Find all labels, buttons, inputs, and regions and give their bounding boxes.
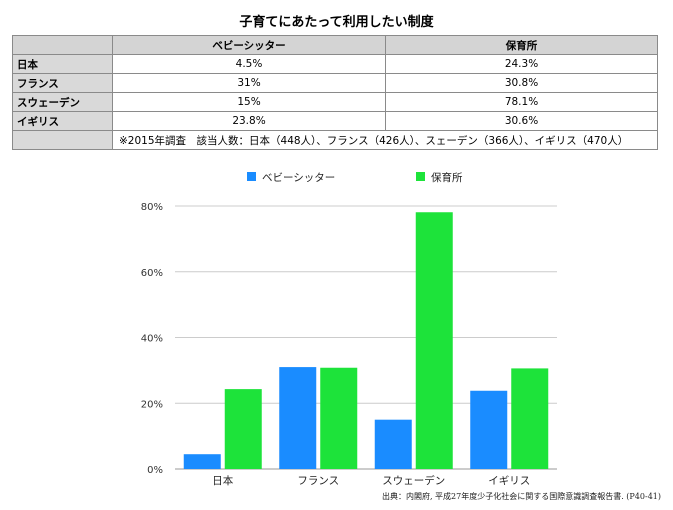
table-header-cell: ベビーシッター: [112, 35, 386, 55]
page-title: 子育てにあたって利用したい制度: [239, 15, 434, 30]
row-label: フランス: [12, 73, 113, 93]
table-cell: 31%: [112, 73, 386, 93]
table-cell: 78.1%: [385, 92, 658, 112]
y-tick-label: 80%: [141, 202, 163, 213]
table-row: スウェーデン 15% 78.1%: [12, 92, 658, 112]
row-label: 日本: [12, 54, 113, 74]
table-row: 日本 4.5% 24.3%: [12, 54, 658, 74]
y-tick-label: 0%: [147, 465, 163, 476]
data-table: ベビーシッター 保育所 日本 4.5% 24.3% フランス 31% 30.8%…: [12, 35, 658, 150]
x-tick-label: イギリス: [488, 475, 530, 487]
table-header-row: ベビーシッター 保育所: [12, 35, 658, 55]
y-tick-label: 60%: [141, 268, 163, 279]
row-label: イギリス: [12, 111, 113, 131]
bar: [415, 212, 453, 469]
legend-label: ベビーシッター: [262, 172, 335, 184]
bar-chart: 0% 20% 40% 60% 80% 日本 フランス スウェーデン イギリス ベビーシッター 保育所: [141, 171, 557, 487]
table-row: イギリス 23.8% 30.6%: [12, 111, 658, 131]
bar: [511, 368, 549, 469]
y-tick-label: 40%: [141, 334, 163, 345]
bar: [279, 367, 317, 469]
table-cell: 23.8%: [112, 111, 386, 131]
bar: [374, 419, 412, 469]
legend-swatch: [247, 172, 256, 181]
x-tick-label: スウェーデン: [382, 474, 445, 487]
x-tick-label: フランス: [297, 475, 339, 487]
legend-swatch: [416, 172, 425, 181]
bar: [470, 390, 508, 469]
note-label-blank: [12, 130, 113, 150]
bar: [183, 454, 221, 469]
row-label: スウェーデン: [12, 92, 113, 112]
x-tick-label: 日本: [212, 474, 233, 487]
bar: [224, 389, 262, 469]
table-cell: 30.8%: [385, 73, 658, 93]
table-note-row: ※2015年調査 該当人数：日本（448人）、フランス（426人）、スェーデン（…: [12, 130, 658, 150]
bar: [320, 367, 358, 469]
table-row: フランス 31% 30.8%: [12, 73, 658, 93]
legend-label: 保育所: [431, 171, 463, 184]
table-header-cell: 保育所: [385, 35, 658, 55]
source-citation: 出典：内閣府, 平成27年度少子化社会に関する国際意識調査報告書. (P40-4…: [381, 492, 661, 501]
table-cell: 15%: [112, 92, 386, 112]
table-header-blank: [12, 35, 113, 55]
y-tick-label: 20%: [141, 399, 163, 410]
table-cell: 4.5%: [112, 54, 386, 74]
table-cell: 24.3%: [385, 54, 658, 74]
table-note: ※2015年調査 該当人数：日本（448人）、フランス（426人）、スェーデン（…: [112, 130, 658, 150]
table-cell: 30.6%: [385, 111, 658, 131]
